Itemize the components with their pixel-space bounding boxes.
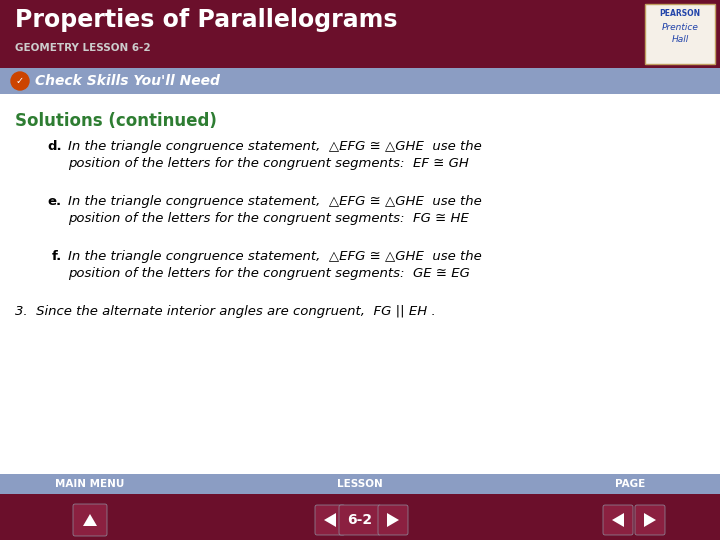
Text: ✓: ✓: [16, 76, 24, 86]
Text: Solutions (continued): Solutions (continued): [15, 112, 217, 130]
Text: position of the letters for the congruent segments:  EF ≅ GH: position of the letters for the congruen…: [68, 157, 469, 170]
Text: Prentice: Prentice: [662, 23, 698, 31]
Text: Properties of Parallelograms: Properties of Parallelograms: [15, 8, 397, 32]
FancyBboxPatch shape: [73, 504, 107, 536]
Text: LESSON: LESSON: [337, 479, 383, 489]
Text: 3.  Since the alternate interior angles are congruent,  FG || EH .: 3. Since the alternate interior angles a…: [15, 305, 436, 318]
Polygon shape: [324, 513, 336, 527]
Polygon shape: [83, 514, 97, 526]
Circle shape: [11, 72, 29, 90]
Text: Check Skills You'll Need: Check Skills You'll Need: [35, 74, 220, 88]
Text: In the triangle congruence statement,  △EFG ≅ △GHE  use the: In the triangle congruence statement, △E…: [68, 250, 482, 263]
Text: MAIN MENU: MAIN MENU: [55, 479, 125, 489]
FancyBboxPatch shape: [645, 4, 715, 64]
Text: PAGE: PAGE: [615, 479, 645, 489]
FancyBboxPatch shape: [339, 505, 381, 535]
Text: f.: f.: [52, 250, 62, 263]
FancyBboxPatch shape: [0, 0, 720, 68]
Text: d.: d.: [48, 140, 62, 153]
Text: 6-2: 6-2: [348, 513, 372, 527]
FancyBboxPatch shape: [315, 505, 345, 535]
Text: position of the letters for the congruent segments:  FG ≅ HE: position of the letters for the congruen…: [68, 212, 469, 225]
Polygon shape: [387, 513, 399, 527]
Text: Hall: Hall: [671, 36, 688, 44]
Text: e.: e.: [48, 195, 62, 208]
FancyBboxPatch shape: [0, 494, 720, 540]
Polygon shape: [612, 513, 624, 527]
FancyBboxPatch shape: [635, 505, 665, 535]
FancyBboxPatch shape: [0, 68, 720, 94]
Text: In the triangle congruence statement,  △EFG ≅ △GHE  use the: In the triangle congruence statement, △E…: [68, 195, 482, 208]
FancyBboxPatch shape: [378, 505, 408, 535]
FancyBboxPatch shape: [603, 505, 633, 535]
Polygon shape: [644, 513, 656, 527]
Text: position of the letters for the congruent segments:  GE ≅ EG: position of the letters for the congruen…: [68, 267, 470, 280]
Text: GEOMETRY LESSON 6-2: GEOMETRY LESSON 6-2: [15, 43, 150, 53]
FancyBboxPatch shape: [0, 474, 720, 494]
Text: In the triangle congruence statement,  △EFG ≅ △GHE  use the: In the triangle congruence statement, △E…: [68, 140, 482, 153]
Text: PEARSON: PEARSON: [660, 9, 701, 17]
